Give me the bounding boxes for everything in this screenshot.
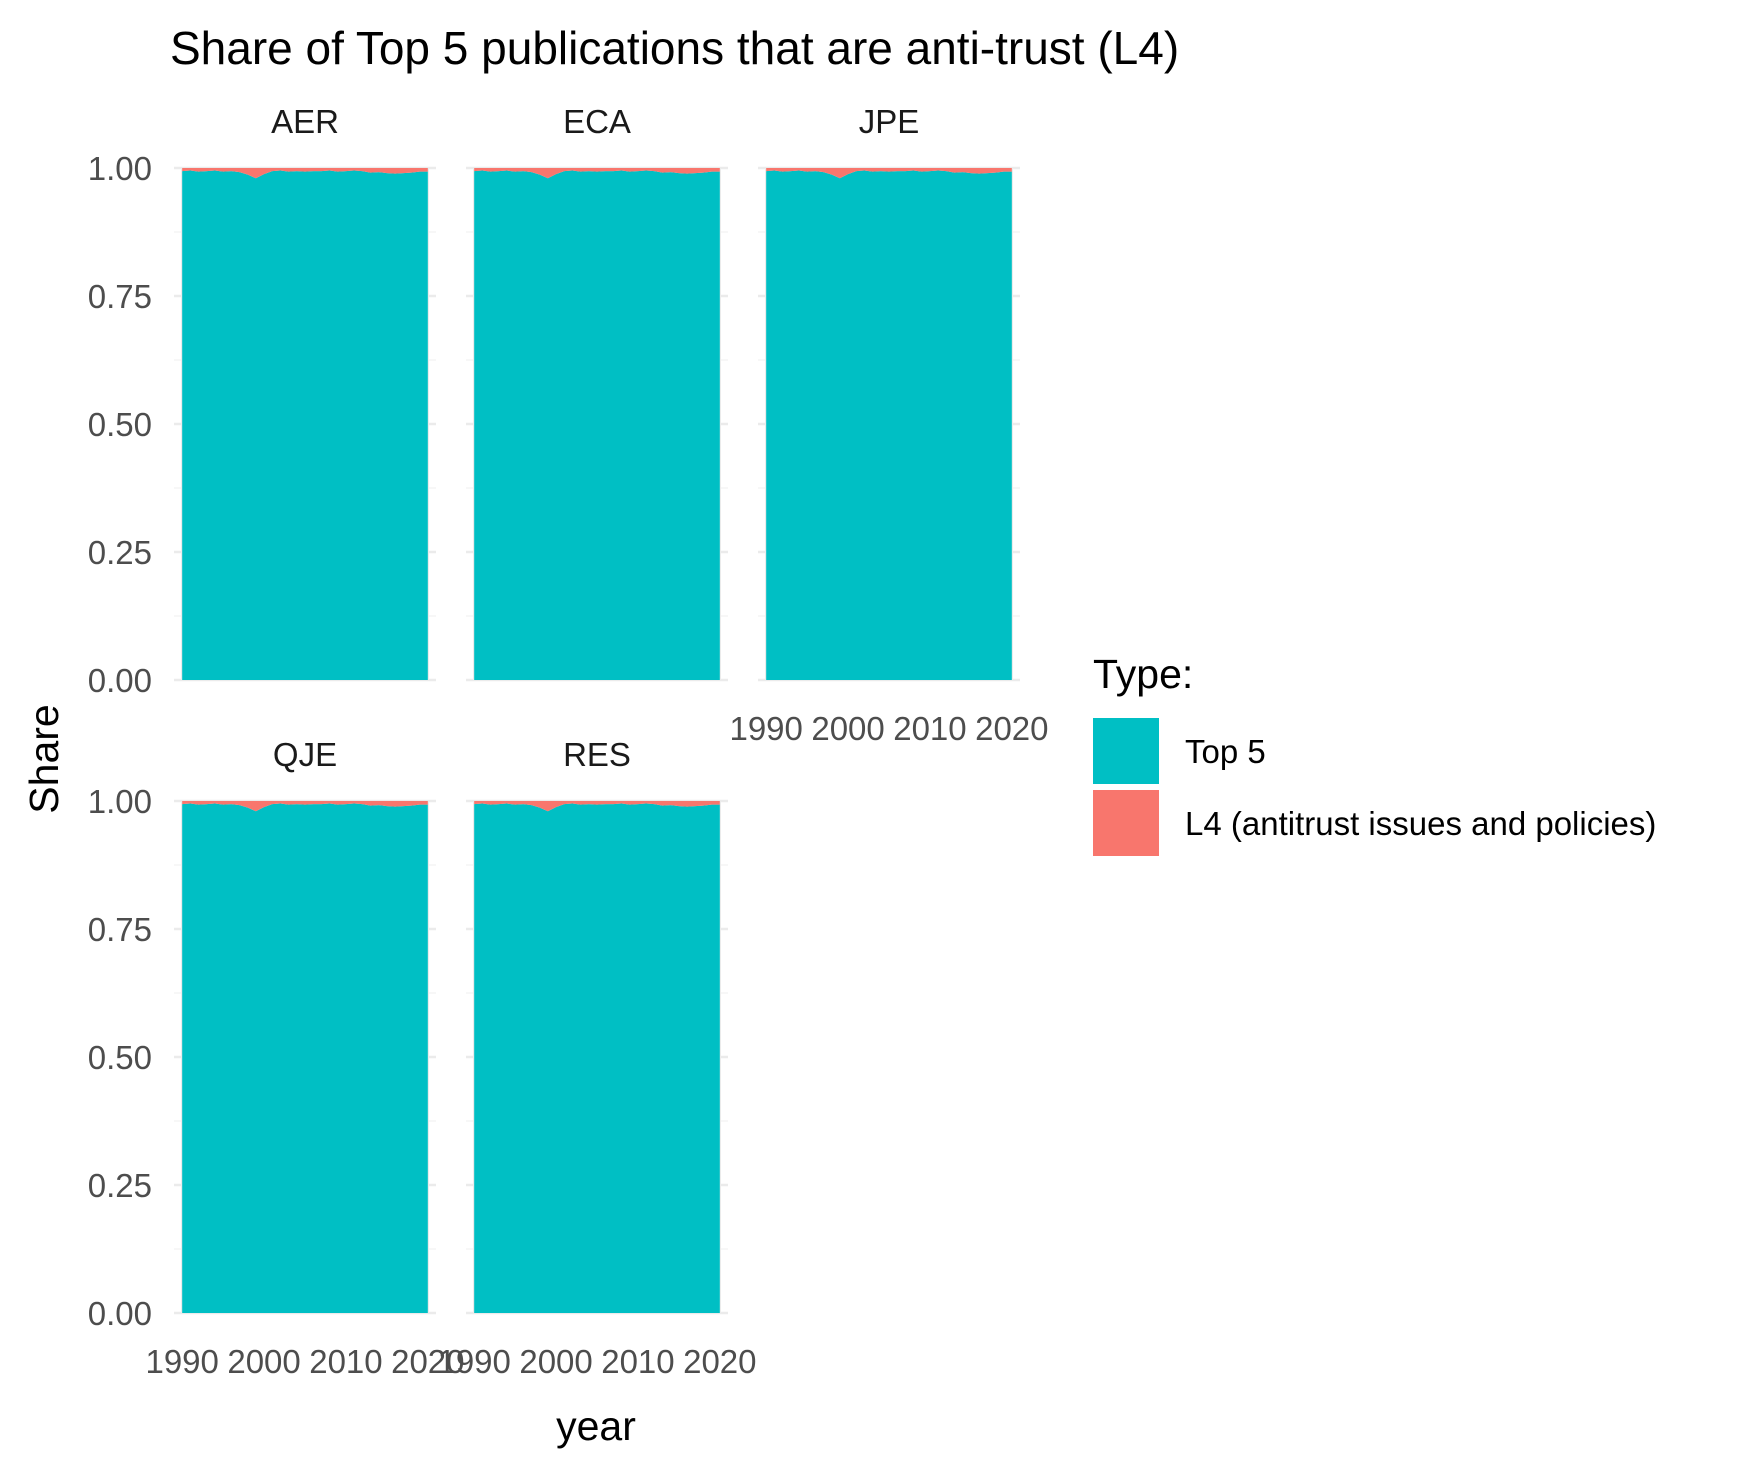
x-tick-label: 2000 (227, 1343, 300, 1380)
y-tick-label: 0.75 (88, 911, 152, 948)
y-tick-label: 0.25 (88, 1167, 152, 1204)
facet-strip-label: JPE (859, 103, 920, 140)
legend-key-l4-antitrust-issues-and-policies (1093, 790, 1159, 856)
x-tick-label: 1990 (437, 1343, 510, 1380)
y-tick-label: 1.00 (88, 783, 152, 820)
x-tick-label: 2010 (309, 1343, 382, 1380)
area-series-l4 (474, 168, 720, 179)
area-series-l4 (474, 801, 720, 812)
x-tick-label: 2010 (893, 710, 966, 747)
legend-key-top-5 (1093, 718, 1159, 784)
x-tick-label: 1990 (729, 710, 802, 747)
area-series-l4 (766, 168, 1012, 179)
chart-title: Share of Top 5 publications that are ant… (170, 22, 1179, 74)
legend-label-top-5: Top 5 (1185, 733, 1266, 770)
area-series-top-5 (182, 803, 428, 1313)
x-tick-label: 2020 (683, 1343, 756, 1380)
facet-panel-jpe: JPE 1990 2000 2010 2020 (729, 103, 1048, 747)
x-axis-title: year (556, 1403, 636, 1449)
legend-title: Type: (1093, 651, 1193, 697)
facet-strip-label: AER (271, 103, 339, 140)
facet-strip-label: RES (563, 736, 631, 773)
facet-panel-aer: AER 0.00 0.25 0.50 0.75 1.00 (88, 103, 436, 699)
x-tick-label: 2000 (519, 1343, 592, 1380)
legend: Type: Top 5 L4 (antitrust issues and poli… (1093, 651, 1656, 856)
legend-label-l4-antitrust-issues-and-policies: L4 (antitrust issues and policies) (1185, 805, 1656, 842)
y-tick-label: 1.00 (88, 150, 152, 187)
y-tick-label: 0.00 (88, 1295, 152, 1332)
facet-strip-label: ECA (563, 103, 631, 140)
y-tick-label: 0.00 (88, 662, 152, 699)
x-tick-label: 2020 (391, 1343, 464, 1380)
y-tick-label: 0.75 (88, 278, 152, 315)
area-series-top-5 (474, 170, 720, 680)
area-series-top-5 (474, 803, 720, 1313)
area-series-l4 (182, 801, 428, 812)
x-tick-label: 2000 (811, 710, 884, 747)
area-series-top-5 (182, 170, 428, 680)
y-tick-label: 0.50 (88, 406, 152, 443)
area-series-top-5 (766, 170, 1012, 680)
facet-panel-res: RES 1990 2000 2010 2020 (437, 736, 756, 1380)
y-tick-label: 0.25 (88, 534, 152, 571)
x-tick-label: 1990 (145, 1343, 218, 1380)
y-axis-title: Share (21, 704, 67, 813)
x-tick-label: 2010 (601, 1343, 674, 1380)
facet-strip-label: QJE (273, 736, 337, 773)
facet-panel-qje: QJE 0.00 0.25 0.50 0.75 1.00 1990 2000 2010 2020 (88, 736, 465, 1380)
y-tick-label: 0.50 (88, 1039, 152, 1076)
area-series-l4 (182, 168, 428, 179)
x-tick-label: 2020 (975, 710, 1048, 747)
facet-panel-eca: ECA (466, 103, 728, 682)
